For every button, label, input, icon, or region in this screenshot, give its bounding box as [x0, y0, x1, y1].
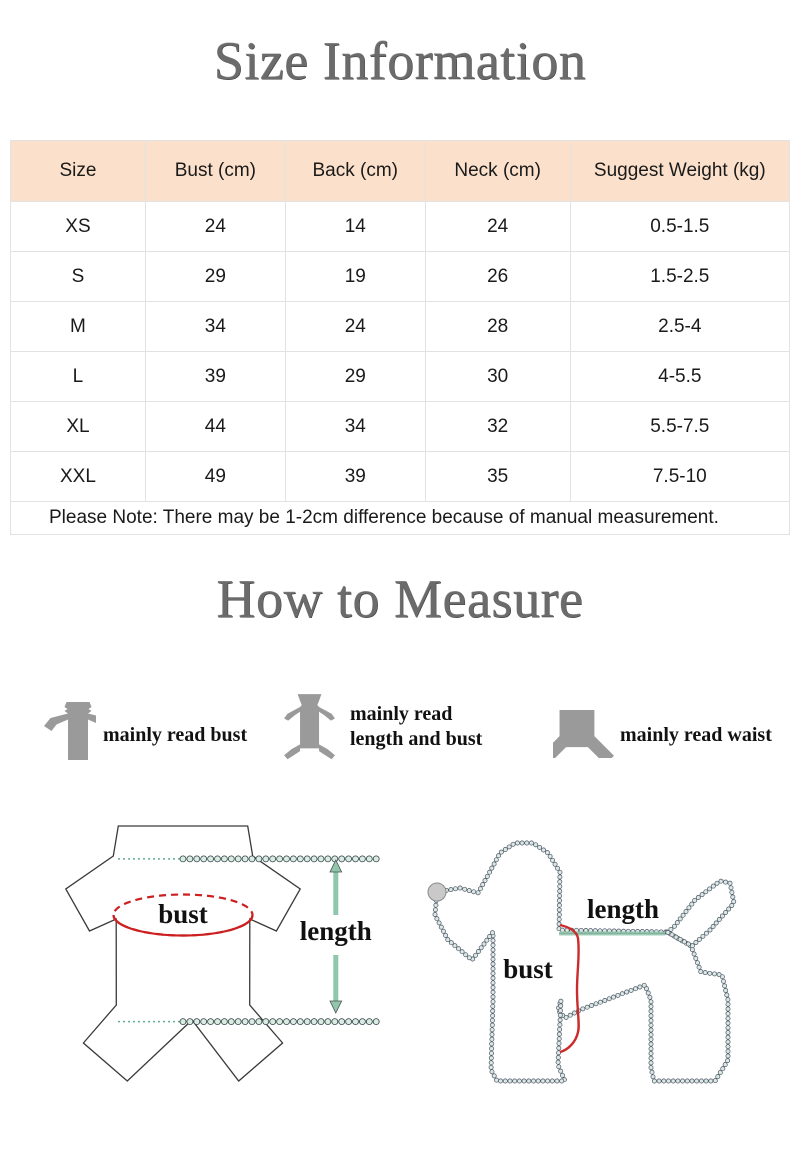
svg-text:length: length — [300, 916, 372, 946]
svg-text:bust: bust — [503, 954, 553, 984]
svg-text:length: length — [587, 894, 659, 924]
svg-text:bust: bust — [158, 899, 208, 929]
